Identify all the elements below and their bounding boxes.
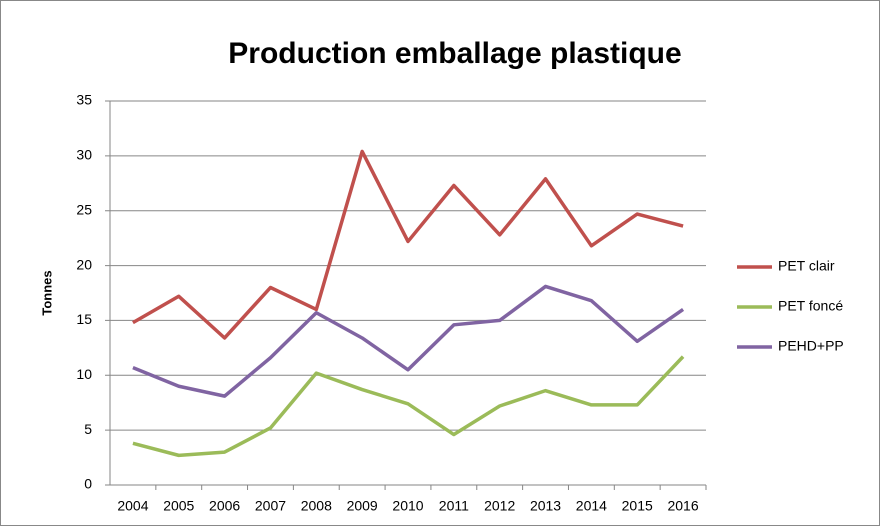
x-tick-label: 2004 xyxy=(117,498,148,514)
x-tick-label: 2015 xyxy=(622,498,653,514)
x-tick-label: 2013 xyxy=(530,498,561,514)
legend-label: PEHD+PP xyxy=(778,338,844,354)
x-tick-label: 2012 xyxy=(484,498,515,514)
x-tick-label: 2016 xyxy=(667,498,698,514)
x-tick-label: 2011 xyxy=(439,498,469,514)
legend-label: PET foncé xyxy=(778,298,843,314)
chart-title: Production emballage plastique xyxy=(228,37,681,70)
x-tick-label: 2010 xyxy=(392,498,423,514)
x-tick-label: 2006 xyxy=(209,498,240,514)
y-axis-title: Tonnes xyxy=(39,270,54,315)
y-tick-label: 30 xyxy=(76,147,92,163)
x-tick-label: 2005 xyxy=(163,498,194,514)
x-tick-label: 2008 xyxy=(301,498,332,514)
series-line xyxy=(132,149,684,340)
y-tick-label: 15 xyxy=(76,311,92,327)
y-tick-label: 20 xyxy=(76,256,92,272)
x-tick-label: 2007 xyxy=(255,498,286,514)
x-tick-label: 2014 xyxy=(576,498,607,514)
y-tick-label: 5 xyxy=(84,421,92,437)
series-line xyxy=(132,355,685,458)
y-tick-label: 10 xyxy=(76,366,92,382)
y-tick-label: 35 xyxy=(76,92,92,108)
legend-label: PET clair xyxy=(778,258,835,274)
x-tick-label: 2009 xyxy=(347,498,378,514)
y-tick-label: 0 xyxy=(84,476,92,492)
series-line xyxy=(132,284,685,398)
y-tick-label: 25 xyxy=(76,201,92,217)
